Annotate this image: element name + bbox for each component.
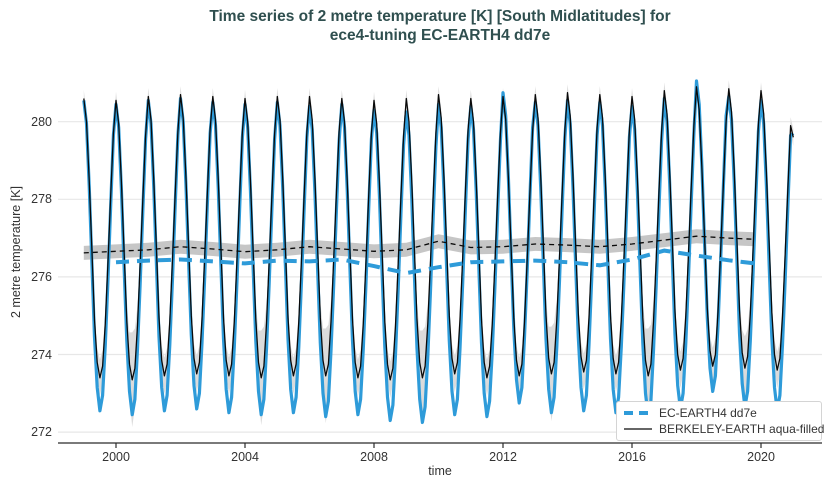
legend-item-ec-earth4[interactable]: EC-EARTH4 dd7e — [623, 405, 815, 421]
berkeley-mean-band — [83, 229, 755, 260]
x-tick-label-2012: 2012 — [489, 450, 517, 464]
legend-label-ec-earth4: EC-EARTH4 dd7e — [659, 406, 757, 420]
y-tick-label-272: 272 — [31, 425, 52, 440]
legend: EC-EARTH4 dd7e BERKELEY-EARTH aqua-fille… — [616, 401, 824, 441]
berkeley-earth-line-icon — [624, 428, 652, 430]
berkeley-mean-line — [83, 235, 755, 254]
ec-earth4-mean-line — [115, 248, 755, 276]
legend-label-berkeley-earth: BERKELEY-EARTH aqua-filled — [659, 422, 825, 436]
chart-title-line2: ece4-tuning EC-EARTH4 dd7e — [329, 27, 551, 44]
berkeley-uncertainty-band — [83, 78, 794, 428]
x-tick-label-2020: 2020 — [747, 450, 775, 464]
ec-earth4-dashed-line-icon — [624, 411, 652, 415]
y-tick-label-274: 274 — [31, 347, 52, 362]
y-tick-label-278: 278 — [31, 192, 52, 207]
x-tick-label-2008: 2008 — [360, 450, 388, 464]
y-tick-label-276: 276 — [31, 269, 52, 284]
x-tick-label-2004: 2004 — [231, 450, 259, 464]
x-tick-label-2000: 2000 — [102, 450, 130, 464]
chart-title: Time series of 2 metre temperature [K] [… — [58, 7, 822, 45]
berkeley-seasonal-line — [83, 86, 794, 381]
x-axis-title: time — [428, 464, 452, 478]
x-tick-label-2016: 2016 — [618, 450, 646, 464]
y-tick-label-280: 280 — [31, 114, 52, 129]
legend-item-berkeley-earth[interactable]: BERKELEY-EARTH aqua-filled — [623, 421, 824, 437]
chart-title-line1: Time series of 2 metre temperature [K] [… — [209, 8, 671, 25]
y-axis-title: 2 metre temperature [K] — [9, 186, 23, 319]
